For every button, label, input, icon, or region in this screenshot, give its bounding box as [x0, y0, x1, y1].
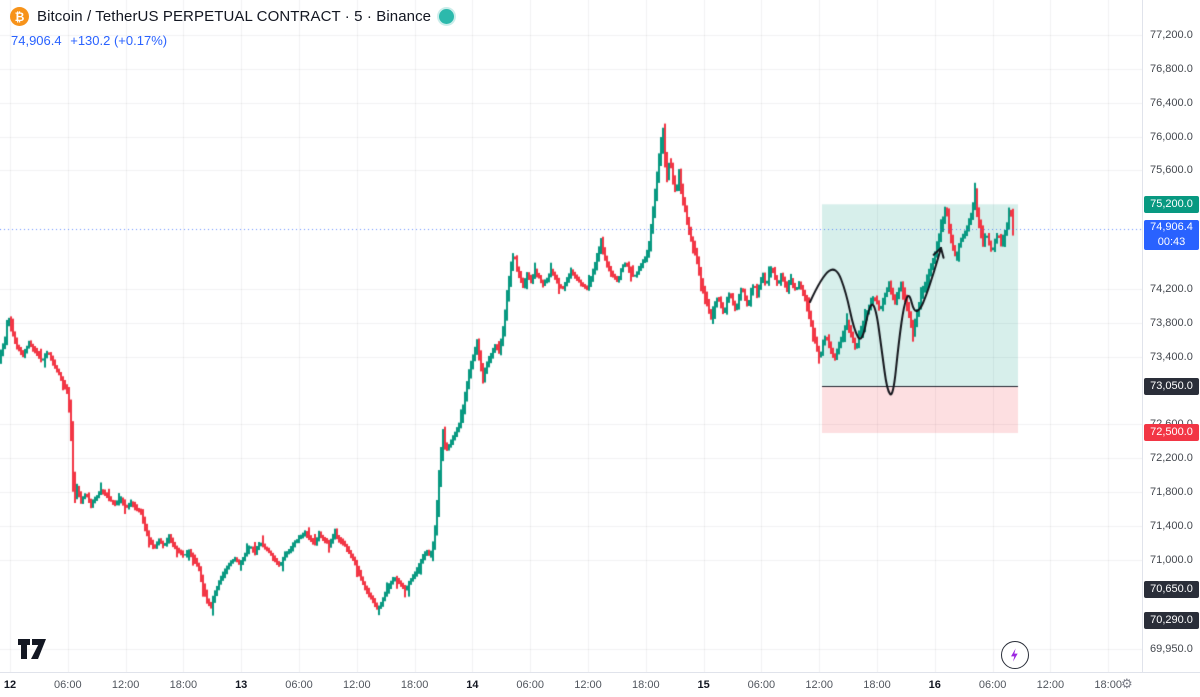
price-badge-stop[interactable]: 72,500.0 — [1144, 424, 1199, 442]
time-axis-label: 13 — [235, 679, 248, 691]
price-badge-target[interactable]: 75,200.0 — [1144, 195, 1199, 213]
price-axis-label: 73,400.0 — [1150, 350, 1193, 363]
bitcoin-icon: ₿ — [10, 7, 29, 26]
time-axis-label: 16 — [928, 679, 941, 691]
axis-settings-icon[interactable]: ⚙ — [1121, 676, 1133, 691]
price-axis-label: 71,400.0 — [1150, 520, 1193, 533]
price-axis-label: 76,000.0 — [1150, 130, 1193, 143]
symbol-status-dot — [439, 9, 455, 24]
price-axis-label: 75,600.0 — [1150, 164, 1193, 177]
time-axis-label: 14 — [466, 679, 479, 691]
price-chart-canvas[interactable] — [0, 0, 1142, 672]
price-readout: 74,906.4 +130.2 (+0.17%) — [11, 33, 172, 48]
time-axis-label: 18:00 — [1094, 679, 1122, 691]
symbol-header: ₿ Bitcoin / TetherUS PERPETUAL CONTRACT … — [10, 7, 455, 26]
price-axis-label: 69,950.0 — [1150, 642, 1193, 655]
price-axis-label: 71,000.0 — [1150, 553, 1193, 566]
time-axis-label: 18:00 — [863, 679, 891, 691]
price-badge-dark[interactable]: 73,050.0 — [1144, 377, 1199, 395]
price-axis-label: 76,800.0 — [1150, 62, 1193, 75]
time-axis-label: 18:00 — [169, 679, 198, 691]
price-axis-label: 76,400.0 — [1150, 96, 1193, 109]
time-axis-label: 06:00 — [978, 679, 1007, 691]
time-axis-label: 06:00 — [285, 679, 313, 691]
price-axis-label: 77,200.0 — [1150, 28, 1193, 41]
time-axis-label: 15 — [697, 679, 710, 691]
price-axis-label: 73,800.0 — [1150, 316, 1193, 329]
time-axis-label: 18:00 — [400, 679, 429, 691]
time-axis-label: 06:00 — [747, 679, 776, 691]
last-price: 74,906.4 — [11, 33, 62, 48]
price-axis-label: 74,200.0 — [1150, 283, 1193, 295]
time-axis-label: 12:00 — [343, 679, 371, 691]
time-axis-label: 12:00 — [111, 679, 140, 691]
price-badge-dark[interactable]: 70,650.0 — [1144, 581, 1199, 599]
time-axis-label: 12:00 — [1036, 679, 1065, 691]
time-axis[interactable]: 12 06:00 12:00 18:00 13 06:00 12:00 18:00 14 06:0… — [0, 672, 1200, 697]
price-badge-dark[interactable]: 70,290.0 — [1144, 611, 1199, 629]
tradingview-logo[interactable] — [18, 638, 48, 660]
lightning-icon — [1011, 648, 1018, 662]
bar-countdown: 00:43 — [1157, 236, 1186, 249]
current-price-value: 74,906.4 — [1150, 221, 1193, 234]
time-axis-label: 18:00 — [632, 679, 660, 691]
time-axis-label: 06:00 — [54, 679, 82, 691]
time-axis-label: 06:00 — [516, 679, 544, 691]
symbol-title[interactable]: Bitcoin / TetherUS PERPETUAL CONTRACT · … — [37, 8, 432, 25]
price-axis-label: 72,200.0 — [1150, 452, 1193, 465]
time-axis-label: 12 — [3, 679, 17, 691]
price-axis-label: 71,800.0 — [1150, 486, 1193, 499]
price-badge-current: 74,906.4 00:43 — [1144, 220, 1199, 251]
time-axis-label: 12:00 — [574, 679, 602, 691]
price-axis[interactable]: 77,200.0 76,800.0 76,400.0 76,000.0 75,600.0… — [1142, 0, 1200, 672]
lightning-boost-button[interactable] — [1001, 641, 1029, 669]
time-axis-label: 12:00 — [805, 679, 833, 691]
price-change: +130.2 (+0.17%) — [70, 33, 168, 48]
